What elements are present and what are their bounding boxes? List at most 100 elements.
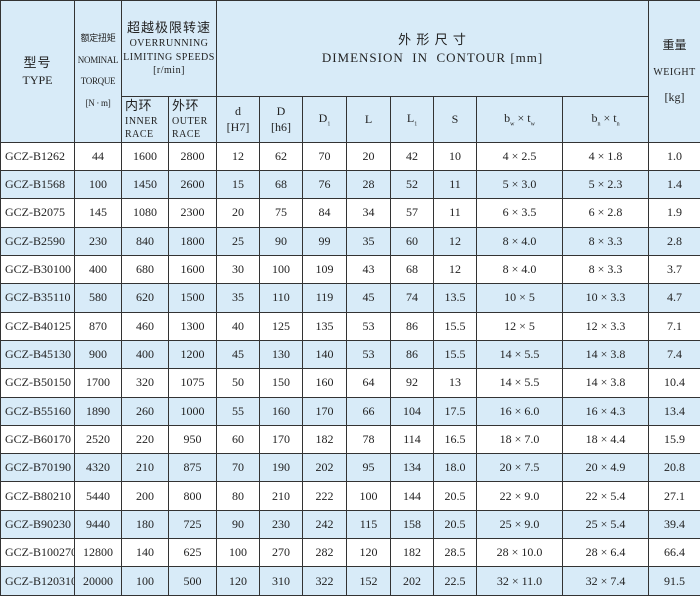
tw-label: × t <box>514 111 531 126</box>
table-cell: 222 <box>302 481 348 511</box>
table-row: GCZ-B100270 12800 140 625 100 270 282 120 182 28.… <box>0 538 700 568</box>
table-cell: 220 <box>121 424 169 455</box>
table-cell: 62 <box>259 141 304 171</box>
table-row: GCZ-B40125 870 460 1300 40 125 135 53 86 15.5 12 ×… <box>0 311 700 341</box>
table-cell: 12 × 3.3 <box>562 311 650 341</box>
table-cell: 320 <box>121 368 169 398</box>
cell-type: GCZ-B1568 <box>0 169 75 200</box>
table-cell: 14 × 3.8 <box>562 368 650 398</box>
tw-sub: w <box>530 121 535 128</box>
table-cell: 66 <box>346 396 392 426</box>
table-cell: 25 × 9.0 <box>476 509 564 540</box>
table-cell: 95 <box>346 453 392 483</box>
table-cell: 8 × 3.3 <box>562 254 650 285</box>
header-torque: 额定扭矩 NOMINAL TORQUE [N · m] <box>74 0 122 143</box>
table-cell: 170 <box>259 424 304 455</box>
table-cell: 2600 <box>167 169 218 200</box>
table-row: GCZ-B70190 4320 210 875 70 190 202 95 134 18.0 20 … <box>0 453 700 483</box>
dim-cn: 外 形 尺 寸 <box>398 31 467 47</box>
table-cell: 7.1 <box>648 311 700 341</box>
speed-unit: [r/min] <box>153 65 185 77</box>
bn-label: b <box>591 111 598 126</box>
table-cell: 620 <box>121 283 169 313</box>
table-cell: 4 × 1.8 <box>562 141 650 171</box>
table-cell: 80 <box>216 481 261 511</box>
table-cell: 45 <box>346 283 392 313</box>
table-cell: 500 <box>167 566 218 596</box>
table-cell: 11 <box>433 169 478 200</box>
S-label: S <box>451 112 459 127</box>
table-cell: 6 × 2.8 <box>562 198 650 228</box>
cell-type: GCZ-B1262 <box>0 141 75 171</box>
table-cell: 152 <box>346 566 392 596</box>
cell-type: GCZ-B80210 <box>0 481 75 511</box>
table-cell: 135 <box>302 311 348 341</box>
weight-unit: [kg] <box>664 90 685 105</box>
header-bn-tn: bn × tn <box>562 96 650 143</box>
table-cell: 15 <box>216 169 261 200</box>
table-cell: 2520 <box>74 424 122 455</box>
table-cell: 840 <box>121 226 169 256</box>
header-outer: 外环 OUTER RACE <box>167 96 218 143</box>
table-cell: 145 <box>74 198 122 228</box>
table-cell: 17.5 <box>433 396 478 426</box>
table-cell: 202 <box>390 566 435 596</box>
D-tol: [h6] <box>271 120 292 135</box>
dim-en: DIMENSION IN CONTOUR [mm] <box>321 49 544 65</box>
weight-cn: 重量 <box>662 37 687 52</box>
table-cell: 57 <box>390 198 435 228</box>
table-cell: 8 × 3.3 <box>562 226 650 256</box>
table-cell: 100 <box>216 538 261 568</box>
table-cell: 202 <box>302 453 348 483</box>
table-cell: 100 <box>121 566 169 596</box>
table-cell: 86 <box>390 339 435 370</box>
table-cell: 60 <box>390 226 435 256</box>
type-cn: 型号 <box>23 55 52 71</box>
cell-type: GCZ-B2075 <box>0 198 75 228</box>
table-cell: 9440 <box>74 509 122 540</box>
torque-en1: NOMINAL <box>77 54 119 65</box>
table-cell: 900 <box>74 339 122 370</box>
table-cell: 170 <box>302 396 348 426</box>
L1-sub: 1 <box>414 121 418 128</box>
table-cell: 1.9 <box>648 198 700 228</box>
table-cell: 12 × 5 <box>476 311 564 341</box>
table-body: GCZ-B1262 44 1600 2800 12 62 70 20 42 10 4 × 2.5 4 … <box>0 141 700 596</box>
header-dimension: 外 形 尺 寸 DIMENSION IN CONTOUR [mm] <box>216 0 650 97</box>
table-cell: 12 <box>433 254 478 285</box>
table-cell: 15.5 <box>433 339 478 370</box>
table-cell: 400 <box>74 254 122 285</box>
table-cell: 8 × 4.0 <box>476 226 564 256</box>
cell-type: GCZ-B40125 <box>0 311 75 341</box>
table-cell: 66.4 <box>648 538 700 568</box>
cell-type: GCZ-B50150 <box>0 368 75 398</box>
table-cell: 15.9 <box>648 424 700 455</box>
table-cell: 100 <box>74 169 122 200</box>
outer-en1: OUTER <box>172 115 208 127</box>
table-cell: 134 <box>390 453 435 483</box>
cell-type: GCZ-B35110 <box>0 283 75 313</box>
header-L1: L1 <box>390 96 435 143</box>
torque-cn: 额定扭矩 <box>80 33 116 44</box>
table-cell: 3.7 <box>648 254 700 285</box>
table-cell: 1000 <box>167 396 218 426</box>
table-cell: 25 <box>216 226 261 256</box>
table-cell: 230 <box>259 509 304 540</box>
inner-en2: RACE <box>125 129 154 141</box>
table-cell: 182 <box>302 424 348 455</box>
tn-sub: n <box>616 121 620 128</box>
table-cell: 70 <box>216 453 261 483</box>
D1-sub: 1 <box>327 121 331 128</box>
table-cell: 5 × 3.0 <box>476 169 564 200</box>
table-cell: 144 <box>390 481 435 511</box>
header-S: S <box>433 96 478 143</box>
outer-cn: 外环 <box>172 98 200 113</box>
table-cell: 40 <box>216 311 261 341</box>
table-cell: 120 <box>216 566 261 596</box>
table-cell: 104 <box>390 396 435 426</box>
header-D: D [h6] <box>259 96 304 143</box>
table-cell: 43 <box>346 254 392 285</box>
table-cell: 4 × 2.5 <box>476 141 564 171</box>
D1-label: D <box>318 111 328 126</box>
table-cell: 44 <box>74 141 122 171</box>
